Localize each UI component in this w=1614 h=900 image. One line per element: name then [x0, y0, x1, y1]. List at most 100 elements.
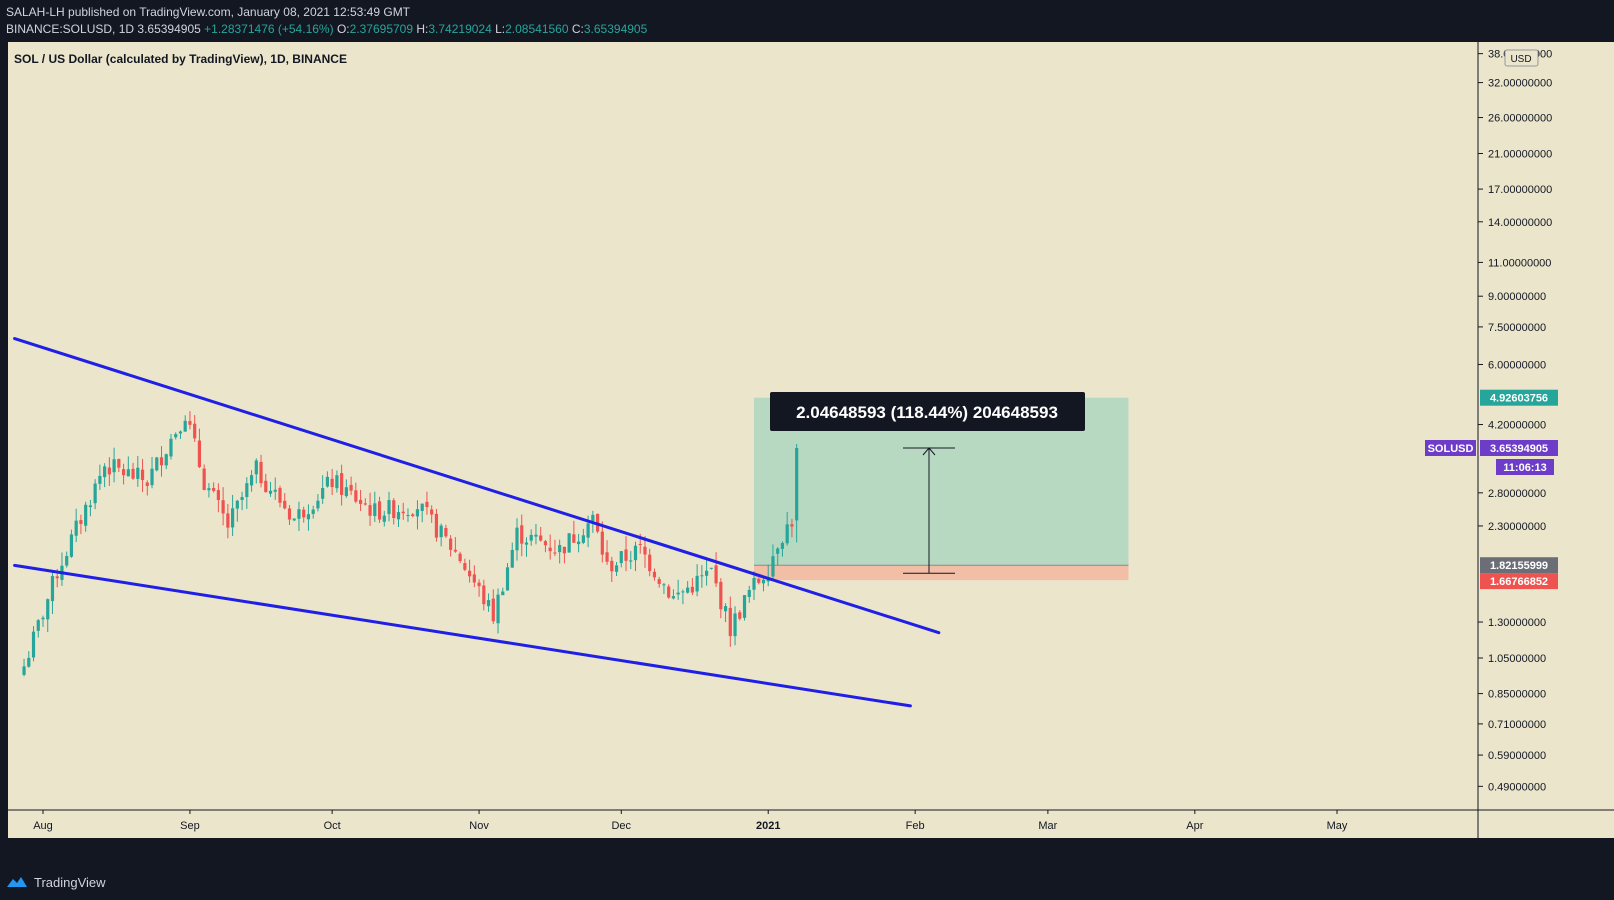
candle-body [586, 523, 590, 538]
candle-body [88, 505, 92, 508]
candle-body [55, 576, 59, 579]
candle-body [169, 438, 173, 457]
candle-body [695, 575, 699, 592]
countdown-label-bg [1496, 459, 1554, 475]
entry-price-label: 1.82155999 [1490, 560, 1548, 572]
candle-body [610, 560, 614, 572]
entry-price-label-bg [1480, 557, 1558, 574]
candle-body [439, 525, 443, 538]
chart-title: SOL / US Dollar (calculated by TradingVi… [14, 52, 347, 66]
candle-body [245, 483, 249, 498]
candle-body [140, 469, 145, 481]
candle-body [643, 546, 647, 555]
tradingview-footer[interactable]: TradingView [6, 872, 106, 892]
candle-body [46, 599, 50, 620]
price-tick-label: 21.00000000 [1488, 149, 1552, 161]
time-axis[interactable] [8, 810, 1614, 838]
time-tick-label: Nov [469, 820, 489, 832]
candle-body [145, 482, 149, 486]
candle-body [330, 478, 334, 488]
candle-body [757, 579, 761, 583]
candle-body [193, 423, 197, 439]
candle-body [41, 617, 45, 620]
candle-body [396, 512, 401, 520]
candle-body [434, 513, 439, 538]
candle-body [686, 587, 690, 593]
loss-zone [754, 565, 1129, 581]
time-ticks: Aug Sep Oct Nov Dec 2021 Feb Mar Apr May [33, 810, 1348, 832]
price-tick-label: 2.30000000 [1488, 521, 1546, 533]
candle-body [572, 534, 576, 543]
low-value: 2.08541560 [505, 22, 569, 36]
candle-body [515, 527, 519, 551]
candle-body [31, 631, 36, 658]
time-tick-label: Feb [906, 820, 925, 832]
candle-body [302, 509, 306, 518]
candle-body [283, 500, 287, 509]
candle-body [278, 488, 282, 503]
candle-body [785, 524, 789, 544]
candle-body [491, 598, 495, 622]
price-tick-label: 14.00000000 [1488, 217, 1552, 229]
candle-body [520, 525, 524, 544]
candle-body [98, 475, 102, 484]
candle-body [581, 535, 585, 543]
high-value: 3.74219024 [428, 22, 492, 36]
price-tick-label: 2.80000000 [1488, 488, 1546, 500]
candle-body [458, 553, 462, 562]
current-price-label: 3.65394905 [1490, 443, 1548, 455]
candle-body [614, 565, 619, 572]
candle-body [392, 500, 396, 519]
candle-body [501, 591, 505, 596]
high-label: H: [416, 22, 429, 36]
candle-body [667, 586, 671, 598]
open-label: O: [336, 22, 350, 36]
candle-body [297, 509, 301, 519]
candle-body [795, 448, 799, 521]
candle-body [790, 524, 794, 527]
price-tick-label: 4.20000000 [1488, 420, 1546, 432]
plot-area[interactable] [8, 42, 1478, 810]
candle-body [93, 483, 97, 504]
candle-body [377, 501, 382, 520]
candle-body [662, 584, 666, 586]
candle-body [159, 457, 164, 466]
measure-label-box [770, 392, 1085, 431]
candle-body [444, 528, 448, 537]
trendline-1 [13, 337, 941, 635]
time-tick-label: Sep [180, 820, 200, 832]
candle-body [738, 612, 742, 619]
candle-body [482, 585, 486, 605]
candle-body [761, 580, 766, 584]
candle-body [321, 488, 325, 499]
candle-body [340, 473, 344, 495]
candle-body [558, 544, 562, 553]
time-tick-label: Dec [611, 820, 631, 832]
candle-body [240, 497, 244, 500]
candle-body [638, 543, 642, 545]
candle-body [107, 467, 111, 475]
candle-body [197, 440, 202, 467]
candle-body [22, 666, 26, 675]
candle-body [780, 542, 785, 549]
candle-body [548, 547, 552, 552]
candle-body [368, 505, 372, 516]
candle-body [486, 600, 491, 607]
candle-body [306, 514, 311, 520]
open-value: 2.37695709 [349, 22, 414, 36]
candle-body [155, 457, 159, 471]
footer-brand: TradingView [34, 874, 106, 890]
price-axis[interactable] [1478, 42, 1614, 810]
candle-body [121, 469, 126, 476]
candle-body [619, 551, 623, 564]
symbol-label: SOLUSD [1428, 443, 1474, 455]
candle-body [188, 421, 192, 425]
candle-body [65, 556, 69, 566]
candle-body [700, 575, 704, 577]
candle-body [112, 459, 116, 473]
candle-body [212, 487, 216, 491]
measure-arrow: 2.04648593 (118.44%) 204648593 [770, 392, 1085, 574]
candle-body [178, 431, 183, 434]
price-tick-label: 0.49000000 [1488, 781, 1546, 793]
